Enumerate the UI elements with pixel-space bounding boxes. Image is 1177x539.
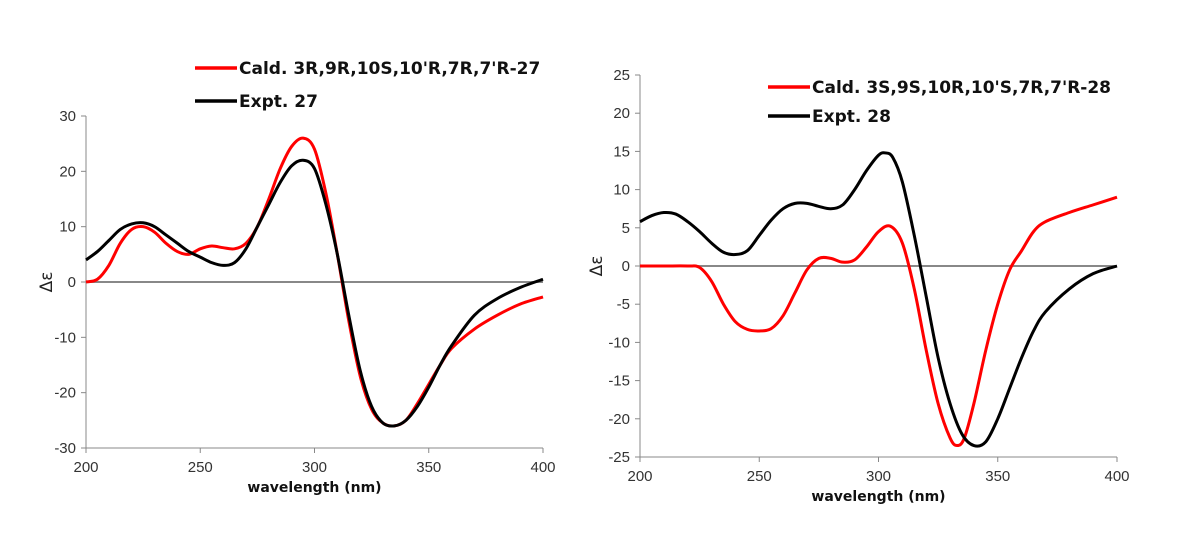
x-tick-label: 400 (1104, 468, 1129, 485)
y-tick-label: 10 (59, 219, 76, 236)
x-axis-label: wavelength (nm) (247, 480, 381, 496)
y-tick-label: 30 (59, 108, 76, 125)
chart-2: 25 20 15 10 5 0 -5 -10 -15 -20 -25 200 250 300 350 400 w… (587, 67, 1130, 505)
y-axis-label: Δε (37, 272, 57, 293)
x-tick-label: 250 (747, 468, 772, 485)
y-tick-label: -25 (608, 449, 630, 466)
y-tick-label: 20 (59, 163, 76, 180)
legend-label: Cald. 3R,9R,10S,10'R,7R,7'R-27 (239, 59, 540, 79)
y-tick-label: 25 (613, 67, 630, 84)
x-tick-label: 250 (188, 459, 213, 476)
y-tick-label: -20 (54, 385, 76, 402)
x-tick-label: 300 (302, 459, 327, 476)
x-tick-label: 200 (73, 459, 98, 476)
y-tick-label: -30 (54, 440, 76, 457)
x-tick-label: 350 (416, 459, 441, 476)
y-tick-label: -10 (54, 329, 76, 346)
x-tick-label: 300 (866, 468, 891, 485)
series-line-calculated (640, 195, 1118, 448)
y-tick-label: -5 (617, 296, 630, 313)
x-tick-label: 200 (627, 468, 652, 485)
y-tick-label: 5 (622, 220, 630, 237)
x-tick-label: 350 (985, 468, 1010, 485)
y-tick-label: 15 (613, 143, 630, 160)
y-tick-label: 20 (613, 105, 630, 122)
y-tick-label: 0 (622, 258, 630, 275)
y-tick-label: 10 (613, 182, 630, 199)
chart-1: 30 20 10 0 -10 -20 -30 200 250 300 350 400 wavelengt… (37, 59, 556, 496)
series-line-experimental (639, 151, 1118, 448)
legend-label: Expt. 28 (812, 107, 891, 127)
y-tick-label: -20 (608, 411, 630, 428)
series-line-experimental (85, 158, 544, 428)
x-axis-label: wavelength (nm) (811, 489, 945, 505)
y-tick-label: -10 (608, 334, 630, 351)
y-tick-label: -15 (608, 373, 630, 390)
y-tick-label: 0 (68, 274, 76, 291)
x-tick-label: 400 (530, 459, 555, 476)
legend-label: Cald. 3S,9S,10R,10'S,7R,7'R-28 (812, 78, 1111, 98)
legend-label: Expt. 27 (239, 92, 318, 112)
y-axis-label: Δε (587, 256, 607, 277)
